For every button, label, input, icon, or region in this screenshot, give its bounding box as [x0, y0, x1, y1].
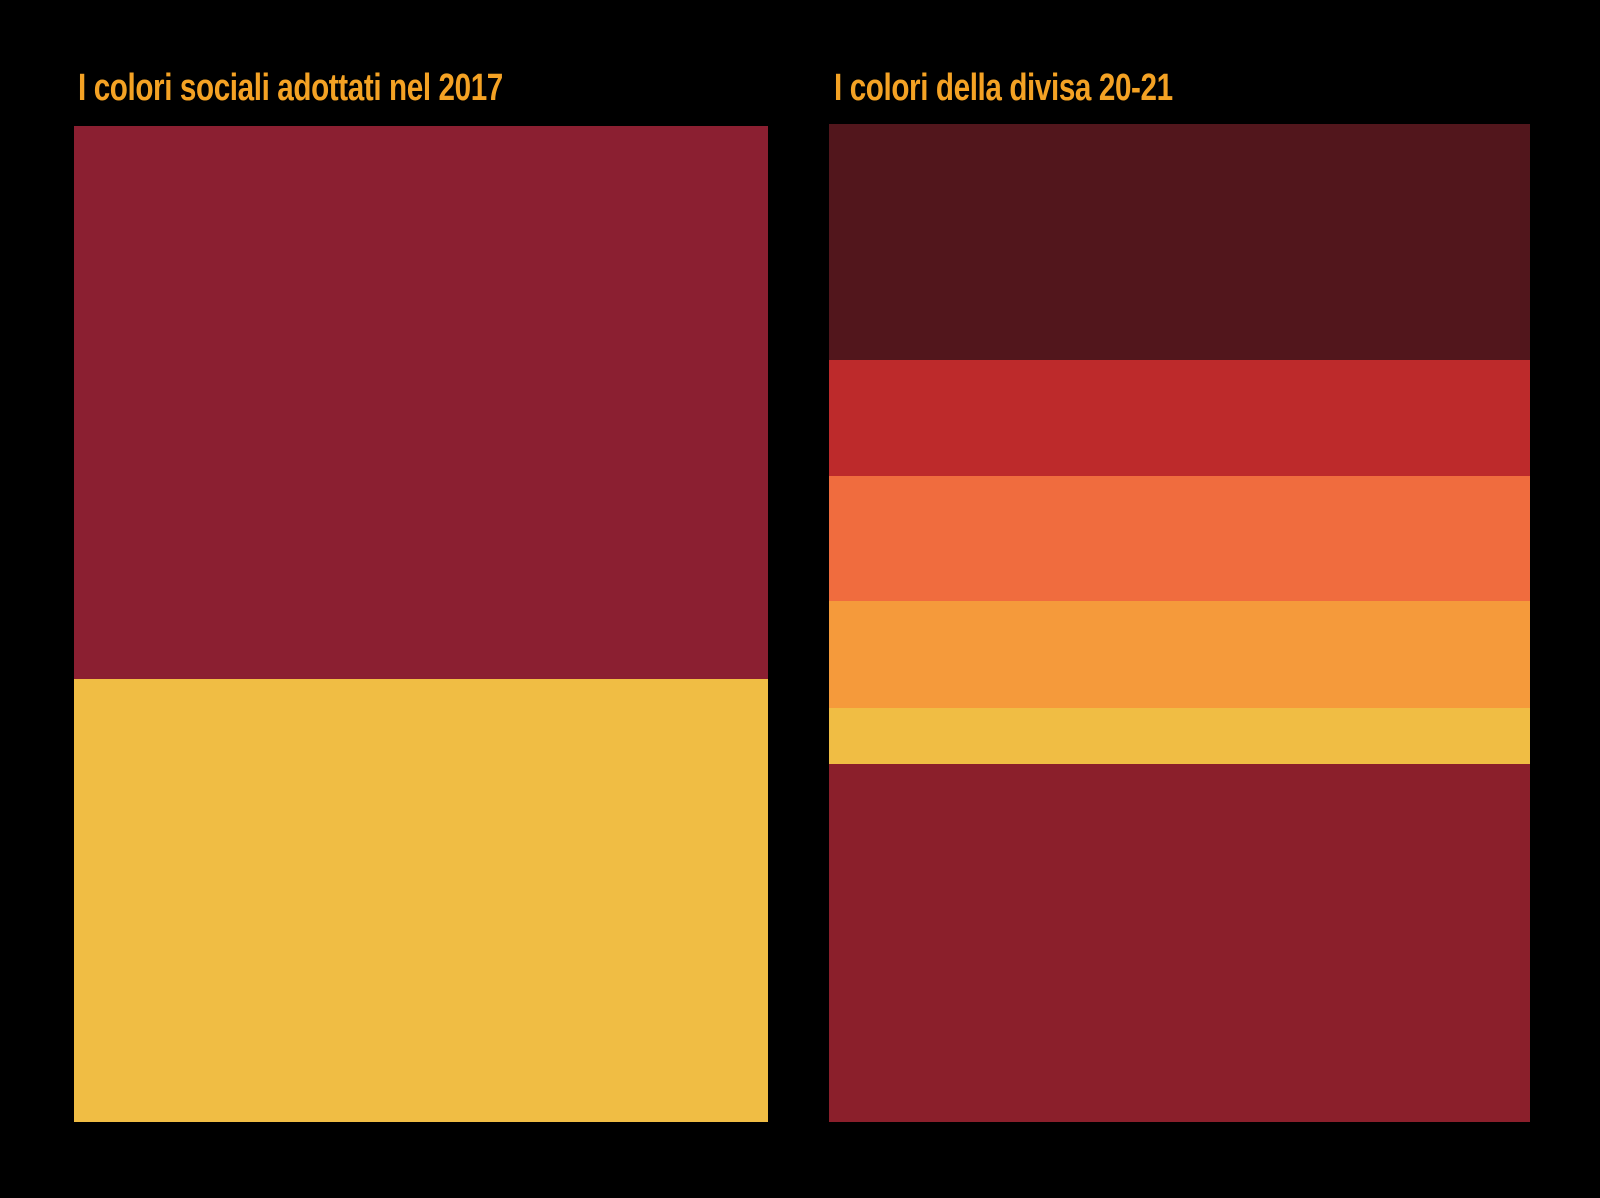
panel-title-left: I colori sociali adottati nel 2017	[78, 67, 503, 109]
swatch-panel-right	[829, 124, 1530, 1122]
color-band	[74, 126, 768, 679]
color-band	[829, 763, 1530, 1122]
color-band	[829, 359, 1530, 477]
swatch-panel-left	[74, 126, 768, 1122]
color-band	[829, 476, 1530, 602]
color-band	[74, 678, 768, 1122]
color-band	[829, 601, 1530, 708]
color-band	[829, 707, 1530, 764]
panel-title-right: I colori della divisa 20-21	[834, 67, 1173, 109]
color-band	[829, 124, 1530, 360]
